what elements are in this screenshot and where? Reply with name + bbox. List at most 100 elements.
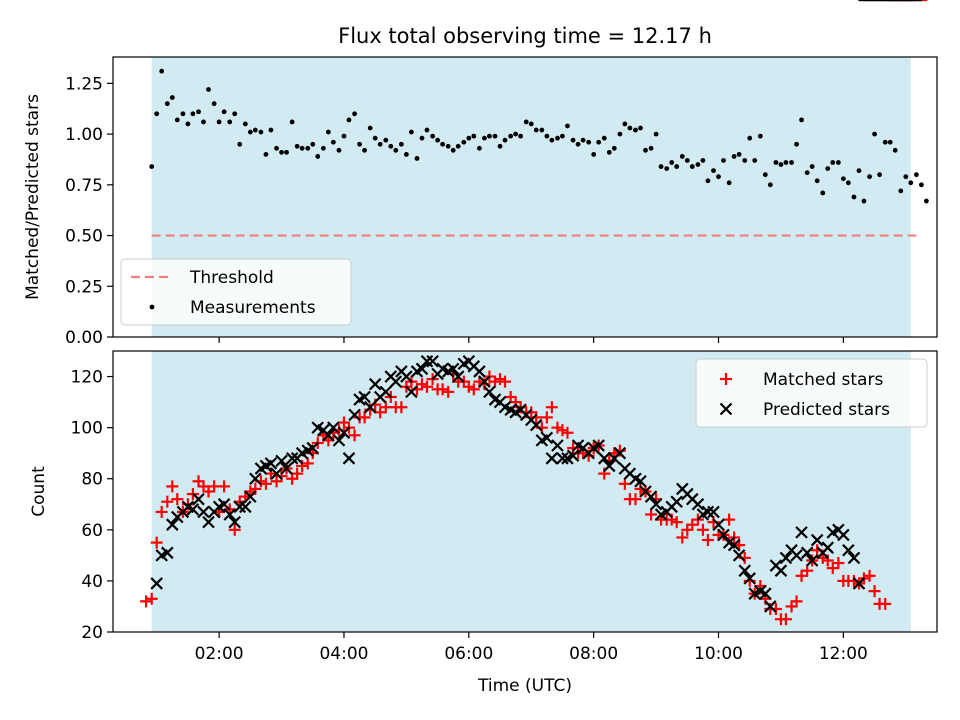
predicted-star-marker — [670, 495, 683, 508]
matched-star-marker — [499, 375, 512, 388]
predicted-stars-markers — [150, 0, 922, 613]
predicted-star-marker — [738, 564, 752, 577]
measurement-point — [352, 111, 357, 117]
predicted-star-marker — [800, 546, 814, 560]
predicted-star-marker — [306, 441, 320, 455]
matched-star-marker — [676, 531, 689, 544]
legend-predicted-swatch — [719, 402, 733, 416]
ratio-y-tick-label: 0.50 — [65, 227, 103, 247]
predicted-star-marker — [217, 497, 231, 511]
counts-y-tick-label: 40 — [81, 572, 103, 592]
measurement-point — [502, 137, 508, 143]
predicted-star-marker — [701, 505, 715, 519]
predicted-star-marker — [420, 354, 434, 368]
matched-star-marker — [150, 536, 163, 549]
measurement-point — [653, 131, 659, 137]
measurement-point — [523, 119, 529, 125]
measurement-point — [918, 182, 924, 188]
ratio-panel: 0.00 0.25 0.50 0.75 1.00 1.25 Matched/Predict… — [23, 56, 938, 348]
measurement-point — [923, 198, 929, 204]
measurement-point — [180, 111, 186, 117]
measurement-point — [549, 137, 555, 143]
predicted-star-marker — [197, 505, 210, 519]
predicted-star-marker — [228, 515, 242, 529]
predicted-star-marker — [327, 421, 340, 434]
predicted-star-marker — [249, 472, 262, 486]
matched-star-marker — [629, 493, 642, 506]
measurement-point — [216, 119, 222, 125]
measurement-point — [169, 95, 175, 100]
measurement-point — [294, 143, 300, 149]
matched-star-marker — [832, 557, 845, 570]
measurement-point — [399, 141, 404, 147]
measurement-point — [845, 180, 851, 186]
measurement-point — [877, 172, 882, 178]
measurement-point — [299, 145, 305, 151]
measurement-point — [835, 160, 841, 165]
matched-star-marker — [696, 523, 709, 536]
measurement-point — [596, 139, 602, 145]
measurement-point — [279, 149, 284, 155]
measurement-point — [190, 111, 196, 117]
matched-star-marker — [530, 411, 543, 424]
time-x-tick-label: 02:00 — [195, 644, 244, 664]
matched-star-marker — [618, 477, 631, 490]
legend-measurements-label: Measurements — [190, 298, 316, 318]
matched-star-marker — [868, 585, 881, 598]
matched-star-marker — [202, 485, 215, 498]
time-x-tick-label: 08:00 — [569, 644, 618, 664]
predicted-star-marker — [270, 467, 283, 480]
measurement-point — [778, 162, 784, 167]
predicted-star-marker — [732, 549, 746, 562]
measurement-point — [742, 158, 748, 163]
predicted-star-marker — [842, 543, 855, 557]
predicted-star-marker — [426, 354, 439, 368]
measurement-point — [591, 151, 597, 157]
predicted-star-marker — [691, 497, 705, 511]
measurement-point — [466, 135, 472, 141]
matched-star-marker — [779, 613, 792, 626]
measurement-point — [606, 149, 612, 155]
measurement-point — [544, 133, 550, 139]
matched-star-marker — [826, 562, 839, 575]
measurement-point — [840, 176, 846, 182]
ratio-y-tick-label: 0.75 — [65, 176, 103, 196]
predicted-star-marker — [348, 408, 361, 422]
measurement-point — [393, 147, 399, 153]
predicted-star-marker — [540, 431, 554, 445]
measurement-point — [898, 188, 904, 194]
ratio-y-tick-label: 0.25 — [65, 277, 103, 297]
predicted-star-marker — [264, 457, 278, 470]
predicted-star-marker — [337, 426, 351, 440]
counts-y-tick-label: 60 — [81, 521, 103, 541]
measurement-point — [627, 125, 633, 131]
measurement-point — [284, 149, 289, 155]
measurement-point — [149, 164, 155, 169]
predicted-star-marker — [389, 375, 403, 388]
measurement-point — [346, 117, 352, 123]
measurement-point — [497, 143, 503, 149]
predicted-star-marker — [644, 490, 658, 503]
measurement-point — [825, 166, 831, 171]
measurement-point — [611, 145, 617, 151]
matched-star-marker — [540, 411, 553, 424]
measurement-point — [700, 158, 706, 163]
predicted-star-marker — [759, 587, 772, 600]
predicted-star-marker — [192, 492, 205, 506]
matched-star-marker — [561, 426, 574, 439]
measurement-point — [856, 168, 862, 174]
counts-y-tick-label: 80 — [81, 470, 103, 490]
measurement-point — [383, 137, 389, 143]
counts-panel-frame — [112, 350, 938, 633]
legend-threshold-label: Threshold — [189, 268, 274, 288]
predicted-star-marker — [779, 551, 793, 565]
matched-star-marker — [140, 595, 153, 608]
matched-star-marker — [348, 429, 361, 442]
predicted-star-marker — [233, 500, 246, 514]
measurement-point — [887, 139, 893, 145]
predicted-star-marker — [649, 497, 663, 511]
measurement-point — [908, 180, 914, 186]
measurement-point — [305, 145, 311, 151]
predicted-star-marker — [400, 370, 413, 383]
measurement-point — [736, 151, 742, 157]
